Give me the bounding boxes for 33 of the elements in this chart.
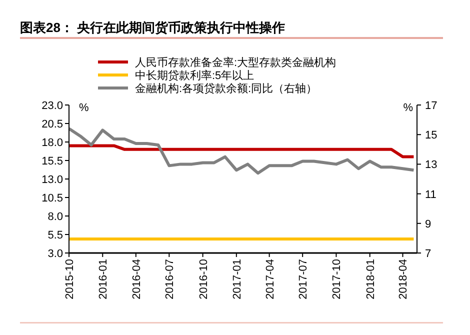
x-tick-label: 2017-04 [264, 259, 276, 300]
y2-tick-label: 17 [425, 100, 438, 112]
chart-title: 图表28： 央行在此期间货币政策执行中性操作 [20, 20, 286, 35]
y-tick-label: 13.0 [42, 174, 63, 186]
legend-label: 金融机构:各项贷款余额:同比（右轴） [135, 82, 318, 95]
x-tick-label: 2017-01 [231, 259, 244, 300]
x-tick-label: 2016-04 [130, 259, 143, 300]
x-tick-label: 2017-07 [298, 259, 310, 300]
y2-tick-label: 7 [425, 248, 432, 260]
y-tick-label: 15.5 [42, 156, 63, 168]
legend-label: 中长期贷款利率:5年以上 [135, 69, 254, 82]
y-tick-label: 5.5 [48, 230, 63, 242]
y-tick-label: 10.5 [42, 192, 63, 204]
y-tick-label: 8.0 [48, 211, 63, 223]
x-tick-label: 2018-01 [364, 259, 377, 300]
y-tick-label: 20.5 [42, 118, 63, 130]
y-tick-label: 23.0 [42, 100, 63, 112]
y2-axis-title: % [403, 102, 414, 114]
y2-tick-label: 11 [425, 188, 436, 201]
line-series [68, 127, 416, 175]
y2-tick-label: 9 [425, 218, 432, 230]
y2-tick-label: 15 [425, 130, 438, 142]
x-tick-label: 2016-10 [198, 259, 210, 300]
x-tick-label: 2018-04 [398, 259, 410, 300]
y-axis-title: % [79, 102, 89, 114]
x-tick-label: 2015-10 [64, 259, 76, 300]
y-tick-label: 18.0 [42, 137, 63, 149]
x-tick-label: 2017-10 [331, 259, 344, 300]
y2-tick-label: 13 [425, 159, 438, 172]
y-tick-label: 3.0 [48, 248, 63, 260]
x-tick-label: 2016-07 [164, 259, 176, 300]
x-tick-label: 2016-01 [98, 259, 110, 300]
legend-label: 人民币存款准备金率:大型存款类金融机构 [135, 56, 336, 69]
